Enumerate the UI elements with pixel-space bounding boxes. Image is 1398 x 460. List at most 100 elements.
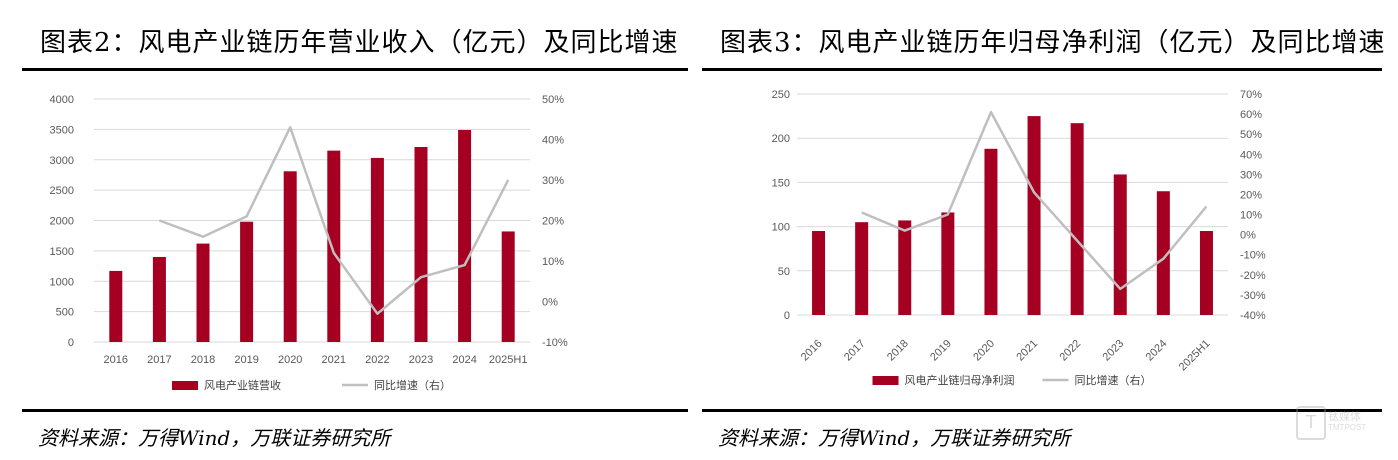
y2-tick-label: 30% (1240, 169, 1262, 181)
y2-tick-label: 60% (1240, 109, 1262, 121)
y2-tick-label: 20% (542, 216, 564, 228)
bar (1156, 191, 1170, 315)
y-tick-label: 100 (772, 222, 790, 234)
bar (414, 146, 428, 342)
y-tick-label: 3000 (50, 155, 74, 167)
y-tick-label: 2500 (50, 185, 74, 197)
bar (855, 222, 869, 315)
figure-title: 图表3：风电产业链历年归母净利润（亿元）及同比增速 (720, 28, 1386, 58)
x-tick-label: 2017 (842, 338, 868, 364)
bar (941, 212, 955, 315)
x-tick-label: 2021 (1014, 338, 1040, 364)
bar (240, 221, 254, 342)
y2-tick-label: 70% (1240, 89, 1262, 101)
x-tick-label: 2025H1 (1177, 338, 1213, 374)
growth-line (158, 126, 510, 315)
y-tick-label: 500 (56, 307, 74, 319)
legend-label: 同比增速（右） (374, 378, 451, 392)
y-tick-label: 3500 (50, 124, 74, 136)
bar (1113, 174, 1127, 315)
figure-panel-net-profit: 图表3：风电产业链历年归母净利润（亿元）及同比增速 0 50 100 150 200 25… (702, 0, 1385, 460)
watermark-subtext: TMTPOST (1328, 423, 1367, 432)
legend-label: 同比增速（右） (1075, 373, 1152, 387)
watermark-logo: T 钛媒体 TMTPOST (1294, 404, 1374, 440)
x-tick-label: 2019 (234, 354, 258, 366)
x-tick-label: 2024 (452, 354, 476, 366)
y2-tick-label: 50% (542, 94, 564, 106)
y2-tick-label: 0% (542, 297, 558, 309)
y2-tick-label: 10% (1240, 210, 1262, 222)
source-note: 资料来源：万得Wind，万联证券研究所 (718, 426, 1071, 450)
x-tick-label: 2022 (1057, 338, 1083, 364)
x-tick-label: 2024 (1144, 338, 1170, 364)
x-tick-label: 2020 (278, 354, 302, 366)
bar (196, 243, 210, 342)
x-tick-label: 2023 (1101, 338, 1127, 364)
x-tick-label: 2016 (104, 354, 128, 366)
x-tick-label: 2022 (365, 354, 389, 366)
y2-tick-label: 40% (542, 135, 564, 147)
x-tick-label: 2019 (928, 338, 954, 364)
bar (501, 231, 515, 342)
y-tick-label: 4000 (50, 94, 74, 106)
y-tick-label: 0 (68, 337, 74, 349)
y-tick-label: 1500 (50, 246, 74, 258)
bar (1199, 231, 1213, 315)
x-tick-label: 2021 (322, 354, 346, 366)
bar (283, 171, 297, 342)
chart-legend: 风电产业链营收 同比增速（右） (172, 378, 451, 392)
source-rule (702, 409, 1382, 412)
watermark-icon: T (1296, 406, 1326, 440)
x-tick-label: 2016 (799, 338, 825, 364)
y-tick-label: 1000 (50, 276, 74, 288)
legend-swatch-bar (872, 376, 899, 385)
bar (152, 256, 166, 342)
y2-tick-label: 20% (1240, 189, 1262, 201)
y2-tick-label: 50% (1240, 129, 1262, 141)
y2-tick-label: -20% (1240, 270, 1266, 282)
y2-tick-label: -10% (1240, 250, 1266, 262)
bar (898, 220, 912, 315)
bar (1070, 123, 1084, 315)
y2-tick-label: 0% (1240, 230, 1256, 242)
bar (984, 148, 998, 315)
y2-tick-label: -30% (1240, 290, 1266, 302)
net-profit-chart: 0 50 100 150 200 250 -40% -30% -20% -10% 0% 10% 20% 3… (772, 89, 1266, 387)
legend-label: 风电产业链营收 (204, 378, 281, 392)
source-note: 资料来源：万得Wind，万联证券研究所 (38, 426, 391, 450)
y2-tick-label: -40% (1240, 310, 1266, 322)
legend-label: 风电产业链归母净利润 (905, 373, 1015, 387)
y-tick-label: 250 (772, 89, 790, 101)
y-tick-label: 0 (784, 310, 790, 322)
x-tick-label: 2018 (885, 338, 911, 364)
x-tick-label: 2025H1 (489, 354, 528, 366)
source-rule (22, 409, 688, 412)
y2-tick-label: 10% (542, 256, 564, 268)
title-rule (702, 68, 1382, 71)
x-tick-label: 2017 (147, 354, 171, 366)
legend-swatch-bar (172, 381, 198, 390)
bar (458, 129, 472, 342)
chart-legend: 风电产业链归母净利润 同比增速（右） (872, 373, 1152, 387)
y2-tick-label: -10% (542, 337, 568, 349)
revenue-chart: 0 500 1000 1500 2000 2500 3000 3500 4000 -10% 0% 10… (50, 94, 568, 392)
x-tick-label: 2023 (409, 354, 433, 366)
y2-tick-label: 40% (1240, 149, 1262, 161)
y2-tick-label: 30% (542, 175, 564, 187)
bar (1027, 116, 1041, 315)
bar (109, 270, 123, 342)
watermark-text: 钛媒体 (1328, 410, 1361, 423)
y-tick-label: 150 (772, 177, 790, 189)
figure-title: 图表2：风电产业链历年营业收入（亿元）及同比增速 (40, 28, 679, 58)
figure-panel-revenue: 图表2：风电产业链历年营业收入（亿元）及同比增速 0 500 1000 1500 200… (22, 0, 688, 460)
bar (327, 150, 341, 342)
title-rule (22, 68, 688, 71)
y-tick-label: 50 (778, 266, 790, 278)
bar (370, 157, 384, 342)
growth-line (861, 110, 1208, 291)
x-tick-label: 2018 (191, 354, 215, 366)
bar (812, 231, 826, 315)
y-tick-label: 2000 (50, 216, 74, 228)
x-tick-label: 2020 (971, 338, 997, 364)
y-tick-label: 200 (772, 133, 790, 145)
